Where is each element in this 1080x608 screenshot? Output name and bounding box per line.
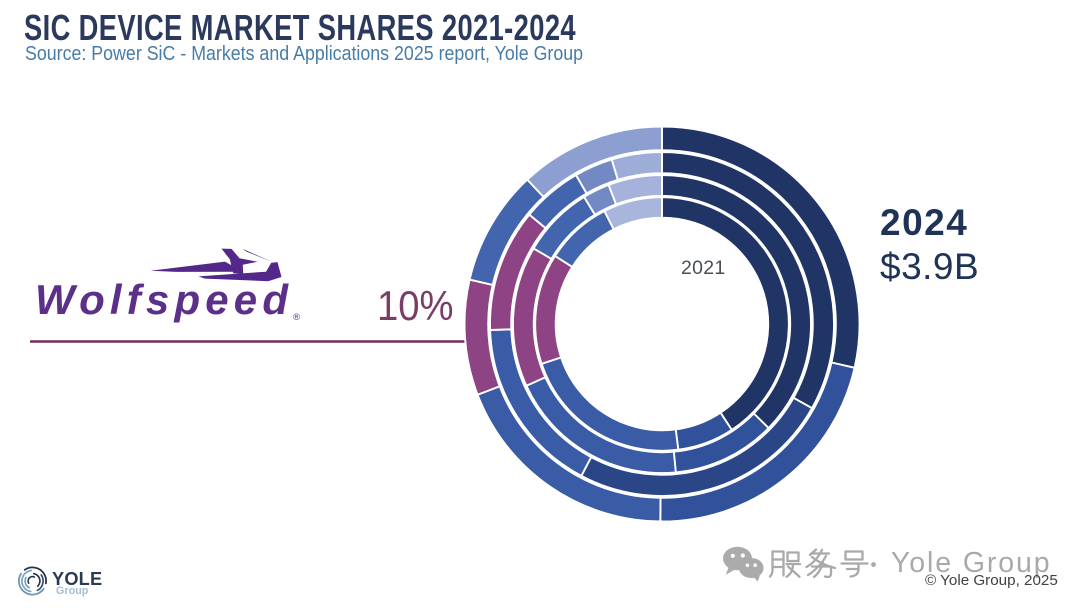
svg-text:Wolfspeed: Wolfspeed [35, 276, 289, 323]
svg-text:®: ® [293, 312, 300, 323]
